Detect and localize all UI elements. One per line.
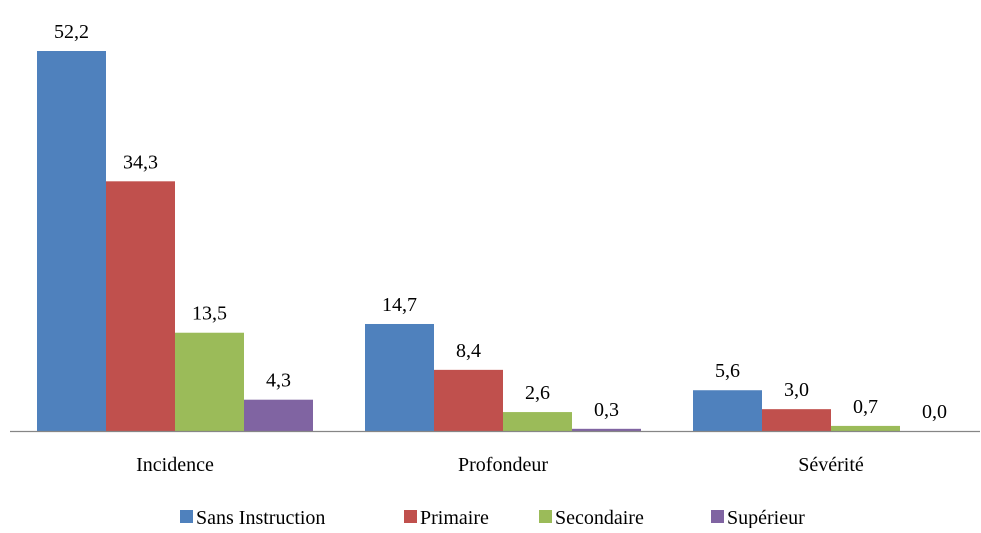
data-label-profondeur-sans-instruction: 14,7: [382, 294, 417, 316]
data-label-incidence-sans-instruction: 52,2: [54, 21, 89, 43]
legend-label-primaire: Primaire: [420, 507, 489, 528]
bar-severite-primaire: [762, 409, 831, 431]
bar-incidence-superieur: [244, 399, 313, 431]
legend-label-secondaire: Secondaire: [555, 507, 644, 528]
data-label-severite-primaire: 3,0: [784, 379, 809, 401]
legend-label-superieur: Supérieur: [727, 507, 805, 528]
bar-severite-secondaire: [831, 425, 900, 431]
bars-layer: [37, 51, 900, 431]
legend-swatch-primaire: [404, 510, 417, 523]
bar-incidence-primaire: [106, 181, 175, 431]
category-labels-layer: Incidence Profondeur Sévérité: [136, 454, 864, 476]
bar-incidence-secondaire: [175, 332, 244, 431]
data-label-profondeur-secondaire: 2,6: [525, 382, 550, 404]
bar-incidence-sans-instruction: [37, 51, 106, 431]
legend-swatch-sans-instruction: [180, 510, 193, 523]
data-label-incidence-primaire: 34,3: [123, 151, 158, 173]
legend-label-sans-instruction: Sans Instruction: [196, 507, 325, 528]
value-labels-layer: 52,2 34,3 13,5 4,3 14,7 8,4 2,6 0,3 5,6 3,0 0,7 0,0: [54, 21, 947, 423]
bar-profondeur-secondaire: [503, 412, 572, 431]
data-label-profondeur-superieur: 0,3: [594, 399, 619, 421]
data-label-severite-sans-instruction: 5,6: [715, 360, 740, 382]
category-label-severite: Sévérité: [798, 454, 864, 476]
bar-severite-sans-instruction: [693, 390, 762, 431]
data-label-severite-secondaire: 0,7: [853, 396, 878, 418]
data-label-incidence-secondaire: 13,5: [192, 303, 227, 325]
legend-swatch-secondaire: [539, 510, 552, 523]
legend: Sans Instruction Primaire Secondaire Supéri…: [180, 507, 805, 529]
bar-profondeur-primaire: [434, 369, 503, 431]
data-label-incidence-superieur: 4,3: [266, 370, 291, 392]
legend-swatch-superieur: [711, 510, 724, 523]
bar-profondeur-sans-instruction: [365, 323, 434, 431]
category-label-incidence: Incidence: [136, 454, 214, 476]
data-label-severite-superieur: 0,0: [922, 401, 947, 423]
category-label-profondeur: Profondeur: [458, 454, 548, 476]
data-label-profondeur-primaire: 8,4: [456, 340, 481, 362]
bar-profondeur-superieur: [572, 428, 641, 431]
